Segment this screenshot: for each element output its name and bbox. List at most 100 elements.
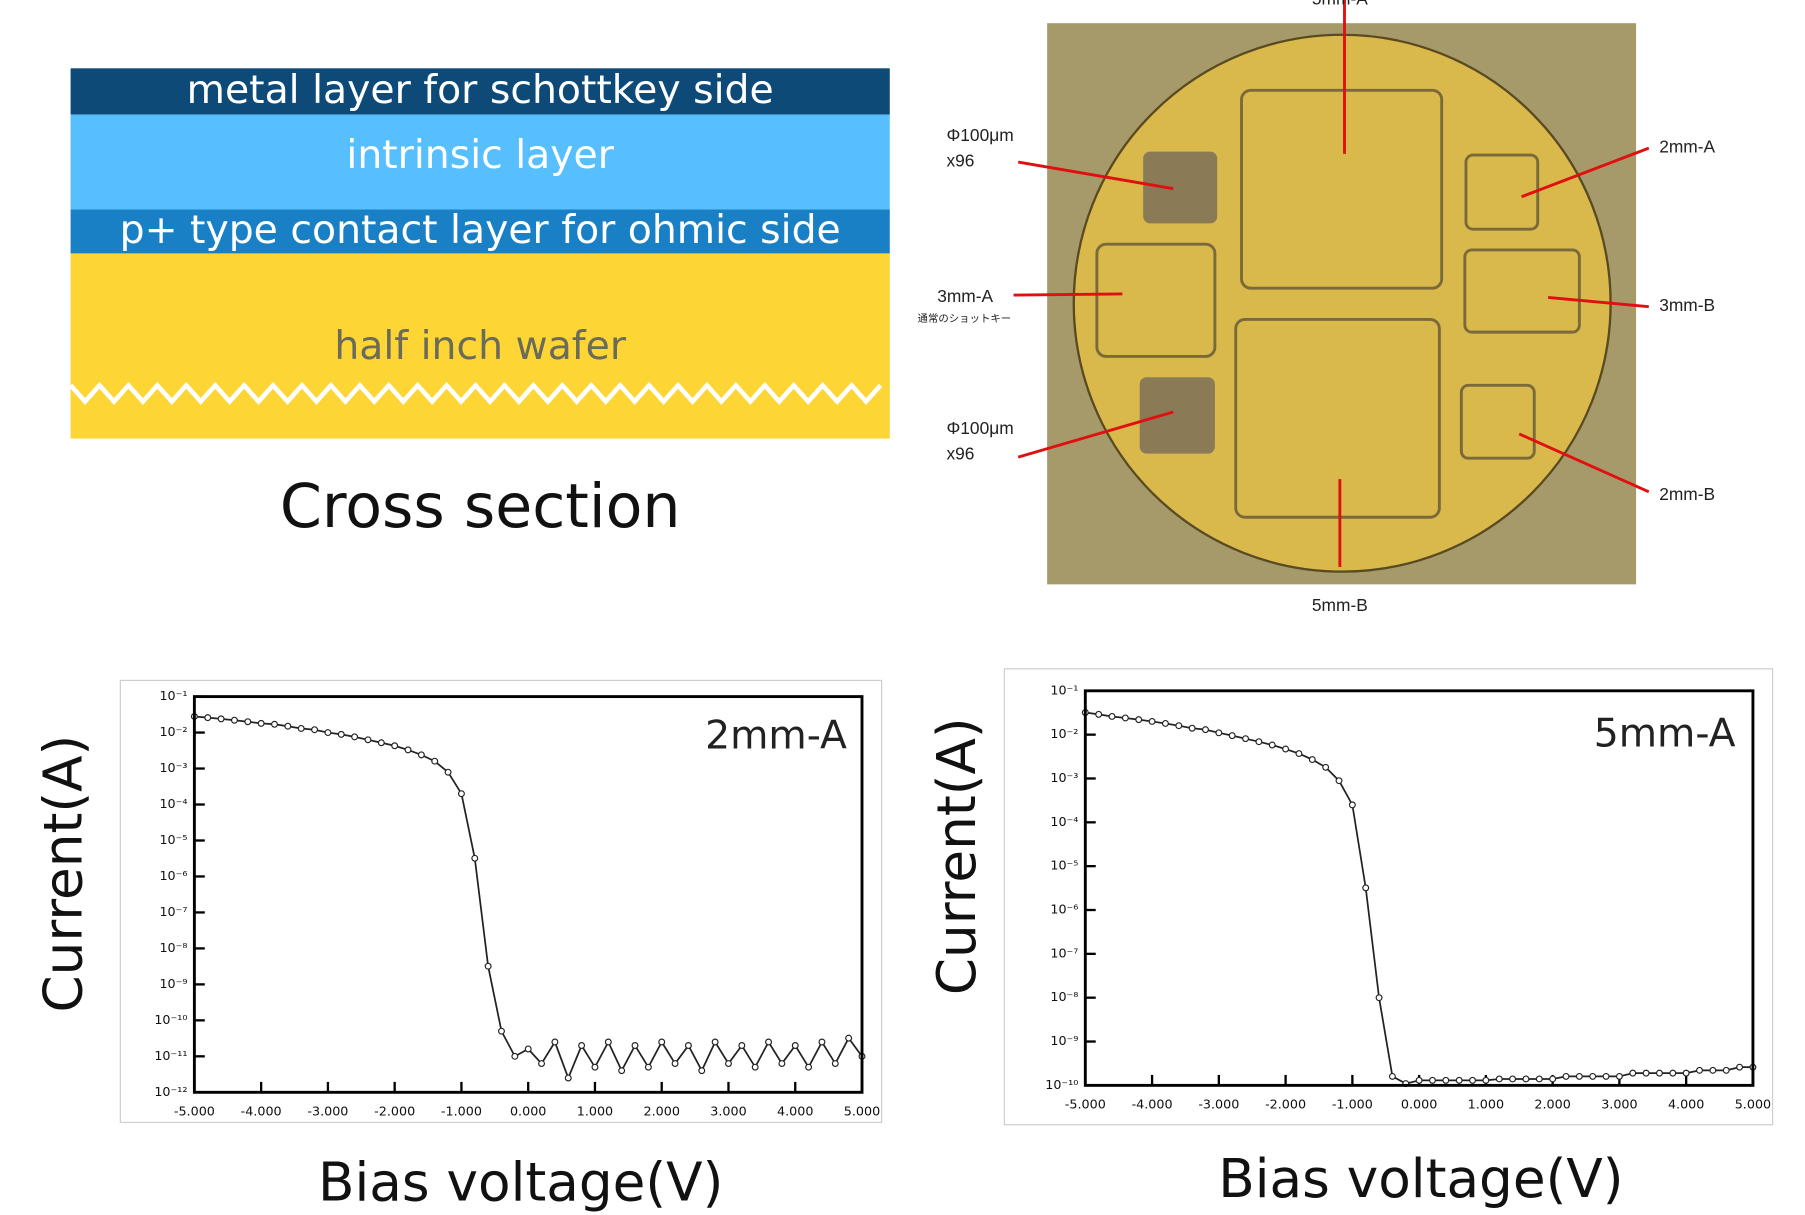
x-tick-label: -1.000 bbox=[441, 1103, 482, 1118]
data-point bbox=[312, 727, 318, 733]
data-point bbox=[1283, 746, 1289, 752]
data-point bbox=[392, 743, 398, 749]
photo-label: x96 bbox=[946, 443, 974, 463]
data-point bbox=[1243, 736, 1249, 742]
x-tick-label: -3.000 bbox=[1198, 1097, 1239, 1112]
data-point bbox=[1416, 1077, 1422, 1083]
photo-label: Φ100μm bbox=[946, 125, 1013, 145]
data-point bbox=[752, 1064, 758, 1070]
data-point bbox=[779, 1061, 785, 1067]
data-point bbox=[499, 1028, 505, 1034]
data-point bbox=[1136, 717, 1142, 723]
x-tick-label: 5.000 bbox=[844, 1103, 880, 1118]
data-point bbox=[1269, 742, 1275, 748]
data-point bbox=[245, 719, 251, 725]
data-point bbox=[258, 720, 264, 726]
data-point bbox=[445, 769, 451, 775]
data-point bbox=[1510, 1076, 1516, 1082]
data-point bbox=[205, 715, 211, 721]
y-tick-label: 10⁻⁷ bbox=[1050, 945, 1078, 960]
data-point bbox=[1710, 1067, 1716, 1073]
data-point bbox=[672, 1061, 678, 1067]
y-axis-label: Current(A) bbox=[33, 735, 95, 1013]
data-point bbox=[418, 752, 424, 758]
x-tick-label: 2.000 bbox=[644, 1103, 680, 1118]
data-point bbox=[1483, 1077, 1489, 1083]
data-point bbox=[1096, 711, 1102, 717]
y-tick-label: 10⁻⁸ bbox=[159, 940, 187, 955]
data-point bbox=[1216, 730, 1222, 736]
y-tick-label: 10⁻⁹ bbox=[1050, 1033, 1078, 1048]
data-point bbox=[1630, 1070, 1636, 1076]
data-point bbox=[1203, 727, 1209, 733]
photo-label: 3mm-A bbox=[937, 286, 993, 306]
data-point bbox=[432, 758, 438, 764]
data-point bbox=[1122, 715, 1128, 721]
data-point bbox=[806, 1064, 812, 1070]
data-point bbox=[1523, 1076, 1529, 1082]
data-point bbox=[1723, 1067, 1729, 1073]
annotation: 5mm-A bbox=[1594, 710, 1736, 756]
data-point bbox=[726, 1061, 732, 1067]
x-axis-label: Bias voltage(V) bbox=[1218, 1148, 1623, 1210]
data-point bbox=[365, 737, 371, 743]
y-tick-label: 10⁻⁴ bbox=[159, 796, 187, 811]
data-point bbox=[699, 1068, 705, 1074]
data-point bbox=[792, 1043, 798, 1049]
data-point bbox=[1363, 885, 1369, 891]
y-tick-label: 10⁻¹⁰ bbox=[1045, 1077, 1078, 1092]
layer-label: p+ type contact layer for ohmic side bbox=[120, 207, 841, 253]
data-point bbox=[1576, 1074, 1582, 1080]
data-point bbox=[1617, 1074, 1623, 1080]
data-point bbox=[232, 717, 238, 723]
y-tick-label: 10⁻⁵ bbox=[159, 832, 187, 847]
data-point bbox=[552, 1039, 558, 1045]
photo-label: 5mm-A bbox=[1312, 0, 1368, 9]
data-point bbox=[1430, 1077, 1436, 1083]
y-tick-label: 10⁻¹ bbox=[159, 688, 187, 703]
data-point bbox=[1590, 1074, 1596, 1080]
pad bbox=[1140, 377, 1215, 453]
y-axis-label: Current(A) bbox=[926, 717, 988, 995]
photo-label: 3mm-B bbox=[1659, 295, 1715, 315]
data-point bbox=[1563, 1074, 1569, 1080]
data-point bbox=[1109, 714, 1115, 720]
data-point bbox=[766, 1039, 772, 1045]
x-axis-label: Bias voltage(V) bbox=[318, 1152, 723, 1214]
data-point bbox=[1376, 995, 1382, 1001]
layer-label: intrinsic layer bbox=[346, 132, 614, 178]
x-tick-label: -2.000 bbox=[374, 1103, 415, 1118]
data-point bbox=[712, 1039, 718, 1045]
data-point bbox=[1189, 725, 1195, 731]
x-tick-label: -5.000 bbox=[174, 1103, 215, 1118]
x-tick-label: 0.000 bbox=[510, 1103, 546, 1118]
y-tick-label: 10⁻¹² bbox=[154, 1084, 187, 1099]
data-point bbox=[272, 721, 278, 727]
data-point bbox=[1336, 778, 1342, 784]
x-tick-label: -1.000 bbox=[1332, 1097, 1373, 1112]
photo-label: 通常のショットキー bbox=[918, 312, 1012, 325]
data-point bbox=[739, 1043, 745, 1049]
data-point bbox=[285, 723, 291, 729]
pointer bbox=[1014, 294, 1123, 295]
y-tick-label: 10⁻⁸ bbox=[1050, 989, 1078, 1004]
data-point bbox=[1683, 1070, 1689, 1076]
pad bbox=[1143, 152, 1217, 224]
data-point bbox=[632, 1043, 638, 1049]
data-point bbox=[472, 855, 478, 861]
data-point bbox=[1670, 1070, 1676, 1076]
data-point bbox=[592, 1064, 598, 1070]
data-point bbox=[1176, 723, 1182, 729]
data-point bbox=[218, 716, 224, 722]
data-point bbox=[1643, 1070, 1649, 1076]
data-point bbox=[1737, 1064, 1743, 1070]
data-point bbox=[1390, 1074, 1396, 1080]
x-tick-label: 3.000 bbox=[1601, 1097, 1637, 1112]
data-point bbox=[579, 1043, 585, 1049]
slide: metal layer for schottkey side intrinsic… bbox=[0, 0, 1805, 1215]
data-point bbox=[1323, 764, 1329, 770]
caption: Cross section bbox=[280, 472, 681, 542]
data-point bbox=[605, 1039, 611, 1045]
data-point bbox=[1657, 1070, 1663, 1076]
y-tick-label: 10⁻⁹ bbox=[159, 976, 187, 991]
